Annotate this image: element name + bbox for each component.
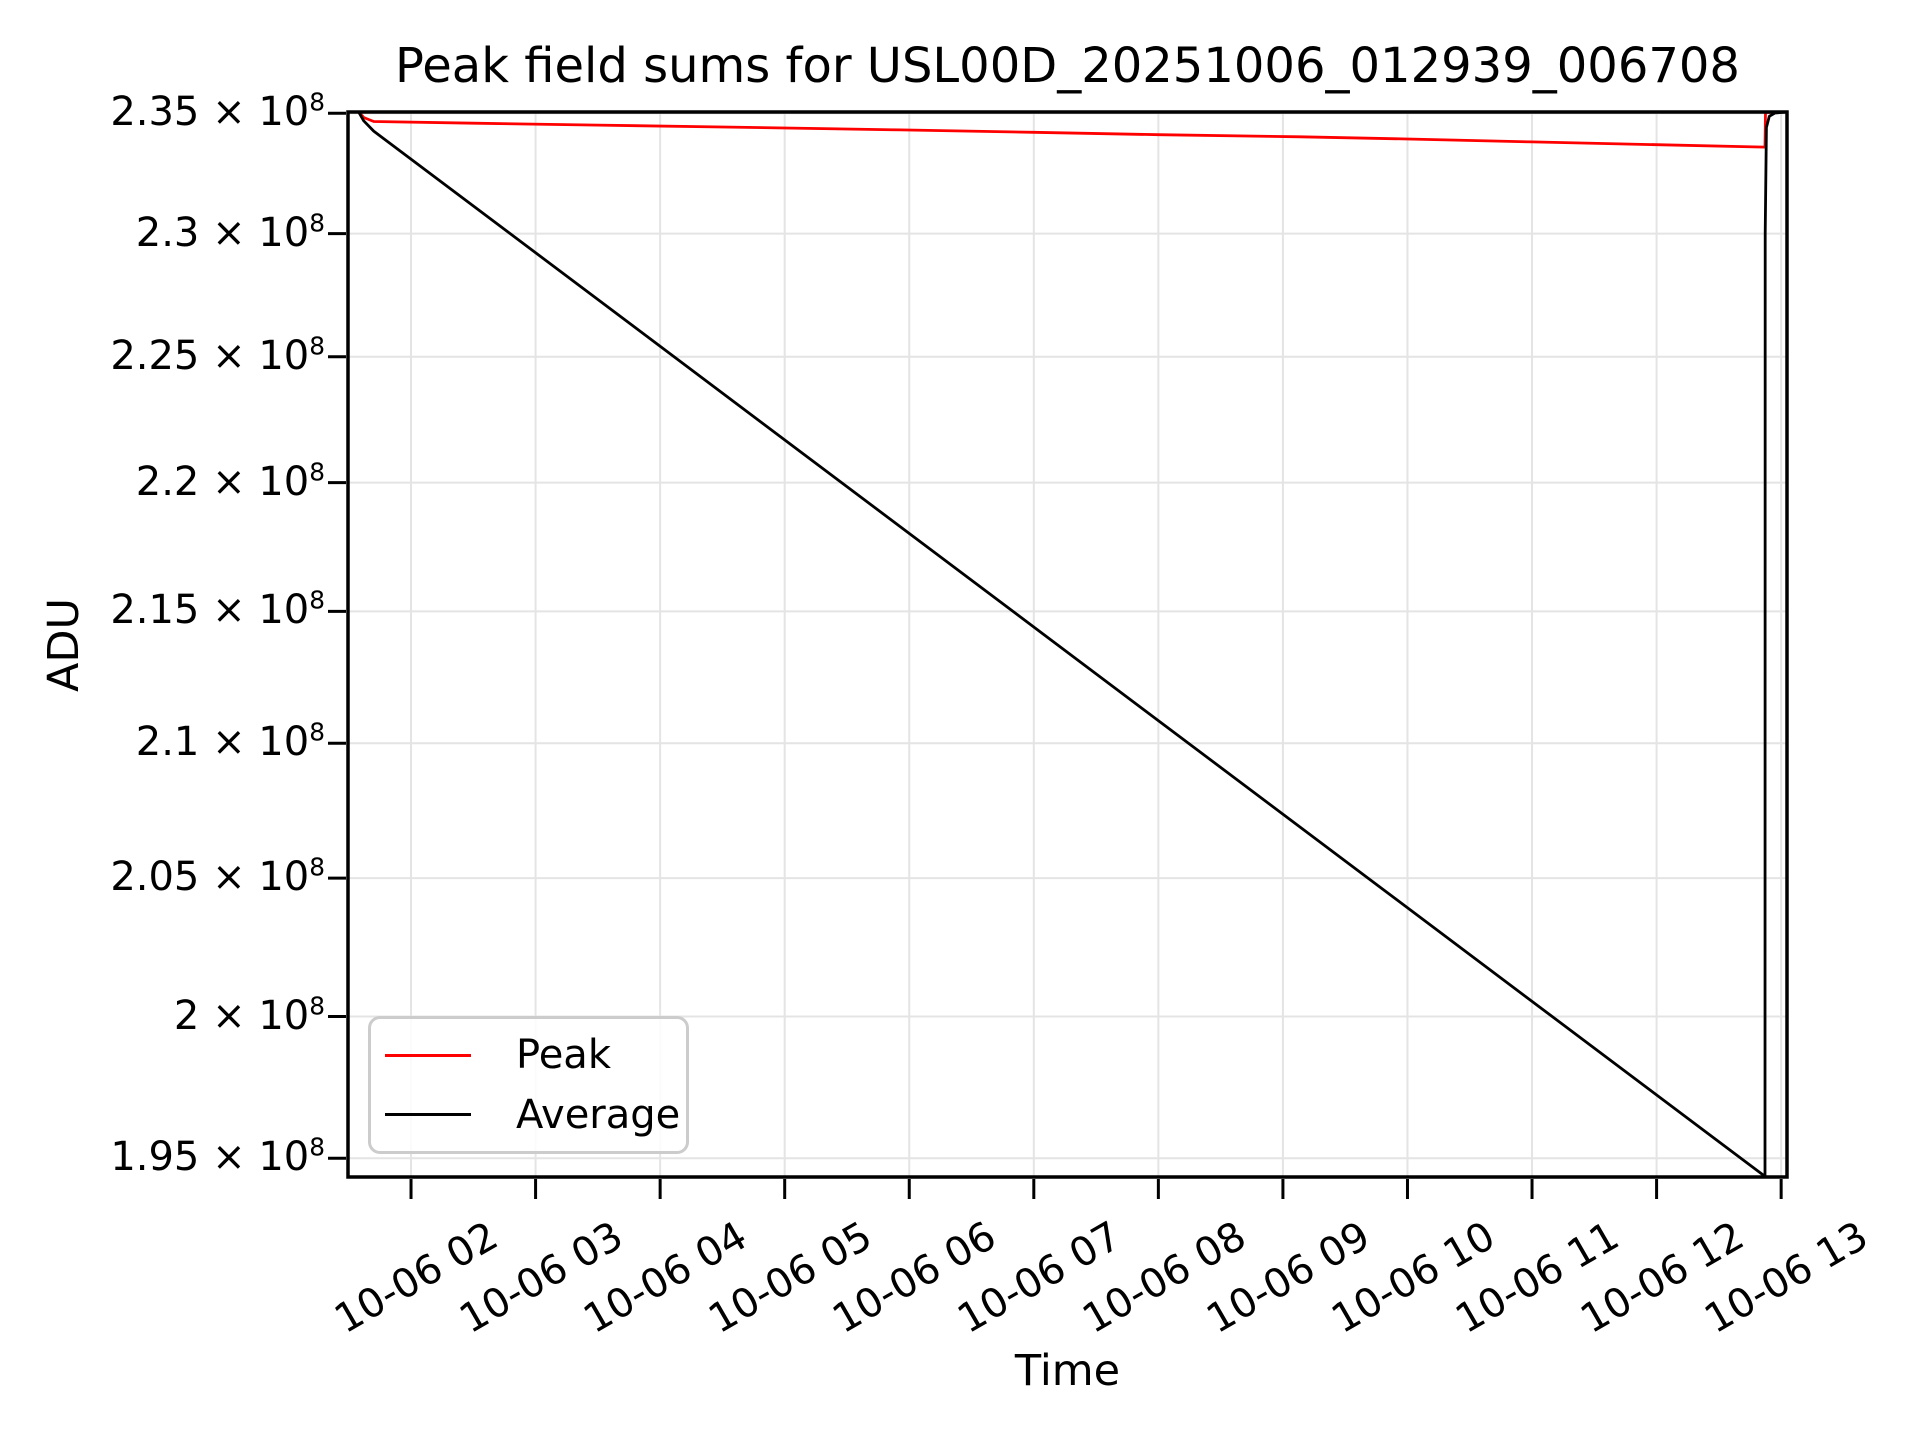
y-tick-label: 2 × 108 <box>173 990 325 1039</box>
chart-title: Peak field sums for USL00D_20251006_0129… <box>395 38 1740 94</box>
y-tick-label: 2.25 × 108 <box>110 331 325 379</box>
tick-marks <box>328 111 1783 1199</box>
legend-entry-peak: Peak <box>385 1032 686 1078</box>
legend-label-average: Average <box>516 1091 681 1138</box>
series-line-peak <box>348 110 1788 149</box>
y-tick-label: 2.15 × 108 <box>110 585 325 634</box>
axes-frame <box>346 110 1789 1179</box>
average-line-sample <box>385 1113 471 1117</box>
y-tick-label: 2.2 × 108 <box>135 457 325 505</box>
legend: Peak Average <box>368 1016 689 1154</box>
y-tick-label: 1.95 × 108 <box>110 1132 325 1181</box>
data-series <box>348 110 1788 1178</box>
y-tick-label: 2.05 × 108 <box>110 852 325 900</box>
y-tick-label: 2.1 × 108 <box>135 717 325 765</box>
y-tick-label: 2.3 × 108 <box>135 208 325 256</box>
x-axis-label: Time <box>1014 1346 1121 1396</box>
gridlines <box>348 112 1787 1177</box>
peak-line-sample <box>385 1053 471 1057</box>
legend-label-peak: Peak <box>516 1032 611 1079</box>
series-line-average <box>348 110 1788 1178</box>
y-tick-label: 2.35 × 108 <box>110 87 325 135</box>
legend-entry-average: Average <box>385 1092 686 1138</box>
